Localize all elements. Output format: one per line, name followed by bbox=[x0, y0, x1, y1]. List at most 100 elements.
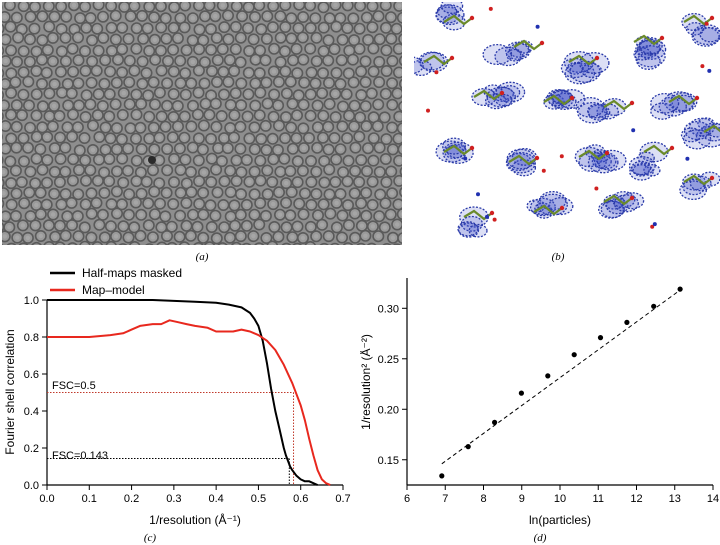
particle-core bbox=[63, 169, 68, 174]
particle-core bbox=[371, 69, 376, 74]
particle-core bbox=[207, 3, 212, 8]
particle-core bbox=[103, 125, 108, 130]
scatter-point bbox=[518, 390, 524, 396]
particle-core bbox=[378, 192, 383, 197]
particle-core bbox=[257, 70, 262, 76]
particle-core bbox=[75, 213, 81, 219]
particle-core bbox=[21, 70, 26, 75]
fsc-chart: 0.0 0.1 0.2 0.3 0.4 0.5 0.6 0.7 0.0 0.2 0.4 0.6 0.8 1… bbox=[3, 266, 351, 527]
particle-core bbox=[126, 212, 132, 217]
particle-core bbox=[171, 201, 176, 207]
particle-core bbox=[389, 125, 395, 130]
particle-core bbox=[200, 147, 206, 152]
particle-core bbox=[238, 124, 243, 129]
particle-core bbox=[50, 59, 56, 64]
particle-core bbox=[76, 58, 81, 63]
particle-core bbox=[169, 224, 174, 229]
particle-core bbox=[338, 147, 343, 152]
particle-core bbox=[34, 113, 39, 118]
particle-core bbox=[265, 14, 270, 19]
particle-core bbox=[216, 145, 221, 151]
particle-core bbox=[370, 3, 375, 9]
particle-core bbox=[247, 136, 252, 141]
particle-core bbox=[376, 14, 381, 19]
particle-core bbox=[3, 146, 8, 151]
particle-core bbox=[171, 114, 176, 120]
fsc-y-label: Fourier shell correlation bbox=[3, 329, 17, 454]
particle-core bbox=[157, 201, 163, 206]
fsc-x-label: 1/resolution (Å⁻¹) bbox=[149, 512, 241, 527]
particle-core bbox=[395, 222, 400, 227]
particle-core bbox=[184, 181, 189, 186]
particle-core bbox=[133, 136, 139, 141]
particle-core bbox=[314, 191, 319, 197]
atom-bond bbox=[683, 14, 713, 26]
density-mesh bbox=[458, 222, 480, 238]
particle-core bbox=[383, 91, 388, 97]
fsc-x-tick-label: 0.6 bbox=[293, 493, 308, 505]
particle-core bbox=[125, 168, 131, 173]
particle-core bbox=[315, 125, 321, 130]
particle-core bbox=[228, 189, 233, 195]
particle-core bbox=[114, 125, 120, 131]
particle-core bbox=[322, 180, 327, 185]
particle-core bbox=[106, 178, 112, 184]
particle-core bbox=[139, 13, 145, 19]
particle-core bbox=[397, 178, 402, 184]
density-mesh bbox=[636, 52, 661, 70]
water-atom bbox=[541, 168, 546, 173]
particle-core bbox=[346, 222, 352, 228]
particle bbox=[156, 241, 168, 245]
particle-core bbox=[345, 179, 350, 184]
oxygen-atom bbox=[469, 145, 475, 151]
particle-core bbox=[246, 92, 251, 97]
particle-core bbox=[222, 225, 227, 230]
particle-core bbox=[282, 156, 287, 161]
particle-core bbox=[309, 202, 314, 208]
particle-core bbox=[188, 233, 193, 238]
particle-core bbox=[21, 136, 26, 141]
particle-core bbox=[389, 169, 394, 174]
particle-core bbox=[357, 46, 362, 52]
particle bbox=[2, 90, 4, 100]
particle-core bbox=[334, 157, 339, 162]
density-mesh bbox=[506, 148, 536, 170]
particle-core bbox=[259, 136, 264, 142]
particle-core bbox=[283, 200, 289, 205]
particle-core bbox=[301, 102, 306, 107]
particle-core bbox=[26, 79, 31, 84]
particle-core bbox=[244, 157, 249, 163]
particle-core bbox=[184, 48, 189, 53]
density-mesh bbox=[495, 93, 513, 107]
particle-core bbox=[226, 79, 231, 85]
particle-core bbox=[326, 147, 331, 152]
density-mesh bbox=[680, 127, 702, 143]
particle-core bbox=[165, 168, 170, 173]
oxygen-atom bbox=[629, 100, 635, 106]
density-mesh bbox=[587, 103, 608, 119]
scatter-x-tick-label: 7 bbox=[442, 493, 448, 505]
particle-core bbox=[89, 59, 95, 64]
oxygen-atom bbox=[569, 95, 575, 101]
particle-core bbox=[77, 15, 83, 21]
particle-core bbox=[108, 224, 114, 229]
particle-core bbox=[114, 80, 120, 85]
particle-core bbox=[283, 69, 288, 74]
particle-core bbox=[182, 135, 187, 140]
particle-core bbox=[164, 81, 170, 86]
particle-core bbox=[45, 47, 50, 53]
particle bbox=[396, 11, 402, 24]
particle-core bbox=[365, 146, 371, 151]
particle-core bbox=[232, 113, 237, 118]
water-atom bbox=[559, 154, 564, 159]
fsc-y-tick-label: 1.0 bbox=[24, 295, 39, 307]
particle-core bbox=[146, 93, 151, 98]
particle-core bbox=[157, 158, 162, 163]
particle-core bbox=[9, 136, 14, 141]
particle-core bbox=[177, 146, 183, 151]
particle-core bbox=[382, 225, 387, 230]
particle-core bbox=[189, 124, 194, 129]
particle-core bbox=[215, 57, 220, 63]
particle-core bbox=[89, 80, 94, 85]
particle-core bbox=[228, 168, 233, 173]
